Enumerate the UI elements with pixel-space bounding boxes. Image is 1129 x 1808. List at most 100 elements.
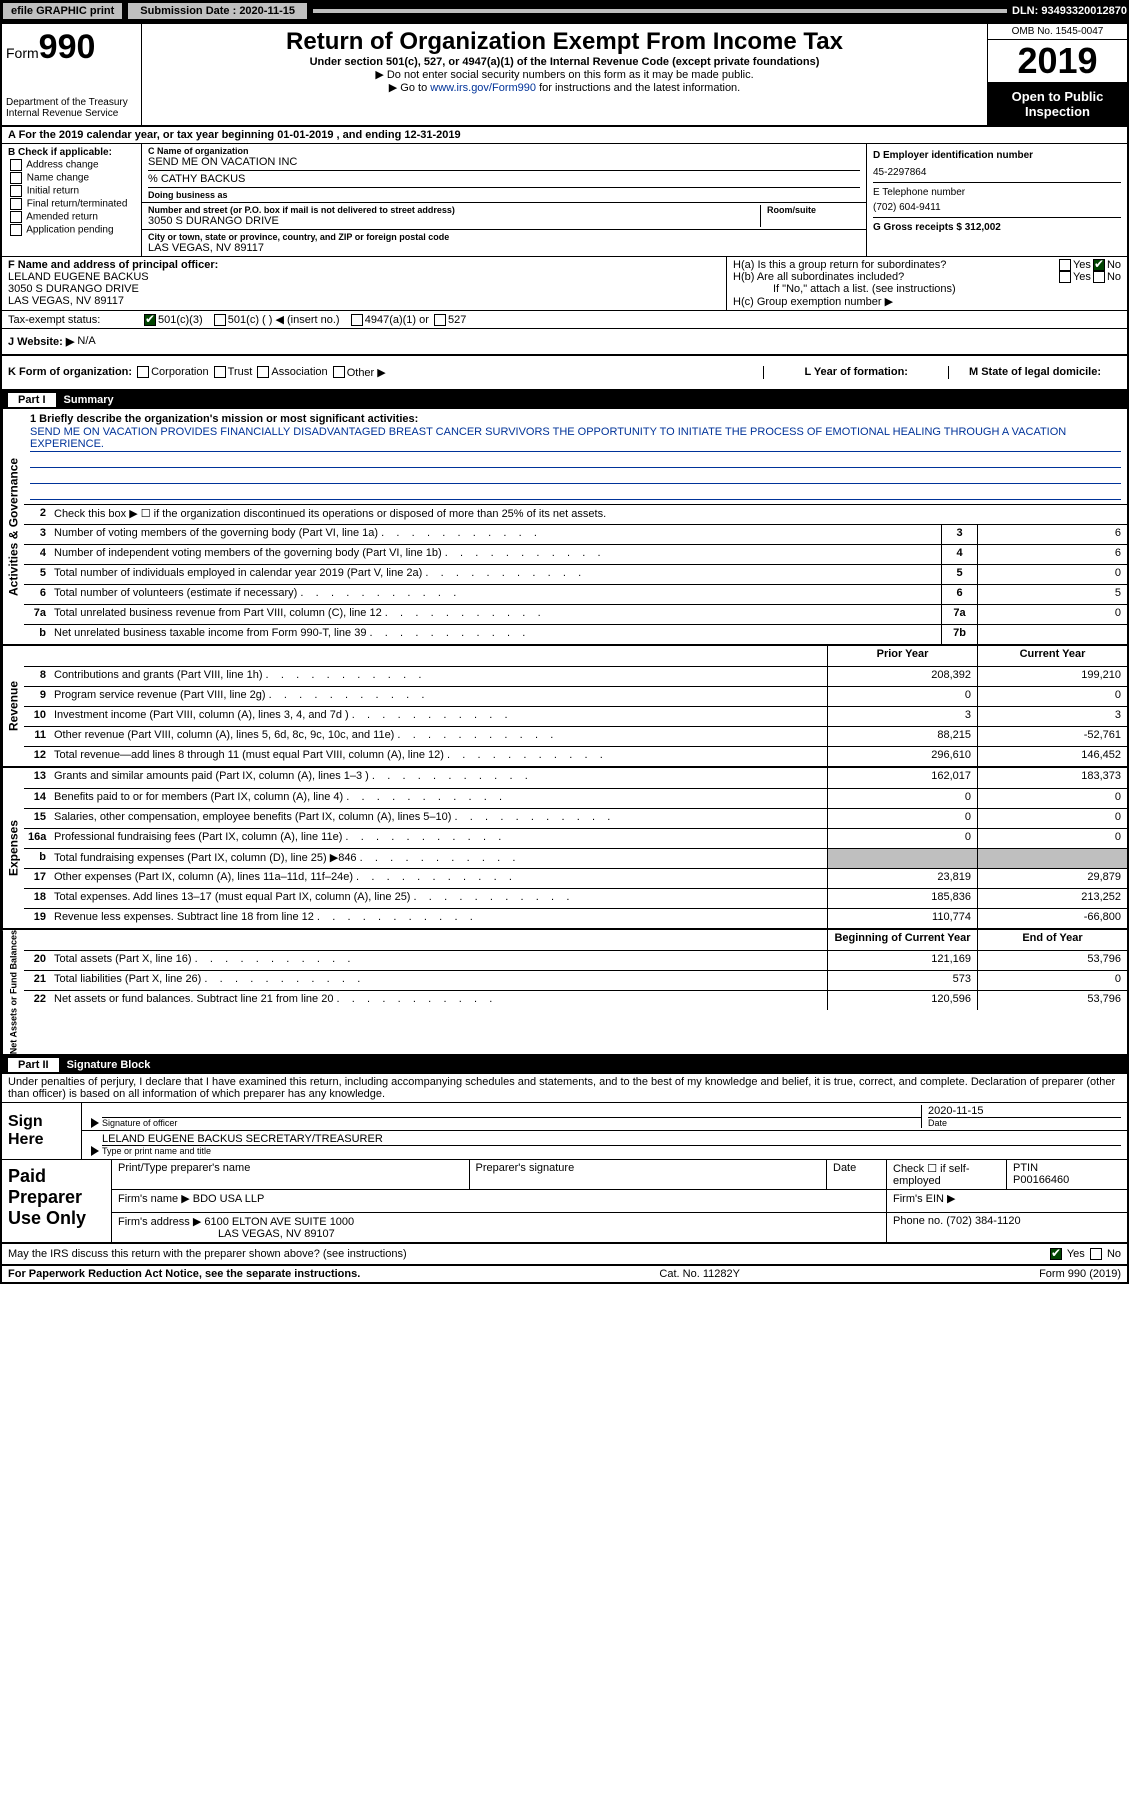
ha-no[interactable] <box>1093 259 1105 271</box>
principal-officer: F Name and address of principal officer:… <box>2 257 727 310</box>
form-word: Form <box>6 45 39 61</box>
firm-ein: Firm's EIN ▶ <box>887 1190 1127 1212</box>
officer-name: LELAND EUGENE BACKUS SECRETARY/TREASURER <box>102 1133 1121 1145</box>
irs-link[interactable]: www.irs.gov/Form990 <box>430 82 536 94</box>
efile-top-bar: efile GRAPHIC print Submission Date : 20… <box>0 0 1129 22</box>
col-b-label: B Check if applicable: <box>8 147 135 158</box>
gross-receipts: G Gross receipts $ 312,002 <box>873 222 1121 233</box>
net-assets-section: Net Assets or Fund Balances Beginning of… <box>2 930 1127 1056</box>
website-row: J Website: ▶ N/A <box>2 329 1127 356</box>
hb-yes[interactable] <box>1059 271 1071 283</box>
year-formation: L Year of formation: <box>763 366 948 379</box>
name-change-checkbox[interactable] <box>10 172 22 184</box>
other-checkbox[interactable] <box>333 366 345 378</box>
part-2-header: Part II Signature Block <box>2 1056 1127 1074</box>
boy-hdr: Beginning of Current Year <box>827 930 977 950</box>
spacer <box>312 8 1008 14</box>
discuss-row: May the IRS discuss this return with the… <box>2 1244 1127 1266</box>
open-public-badge: Open to Public Inspection <box>988 83 1127 125</box>
form-org-row: K Form of organization: Corporation Trus… <box>2 356 1127 391</box>
website-value: N/A <box>77 335 95 348</box>
header-right: OMB No. 1545-0047 2019 Open to Public In… <box>987 24 1127 125</box>
identity-block: B Check if applicable: Address change Na… <box>2 144 1127 257</box>
mission-block: 1 Briefly describe the organization's mi… <box>24 409 1127 504</box>
line-17: 17Other expenses (Part IX, column (A), l… <box>24 868 1127 888</box>
line-10: 10Investment income (Part VIII, column (… <box>24 706 1127 726</box>
ptin-value: P00166460 <box>1013 1174 1121 1186</box>
header-center: Return of Organization Exempt From Incom… <box>142 24 987 125</box>
app-pending-checkbox[interactable] <box>10 224 22 236</box>
line-4: 4Number of independent voting members of… <box>24 544 1127 564</box>
assoc-checkbox[interactable] <box>257 366 269 378</box>
submission-date-badge: Submission Date : 2020-11-15 <box>127 2 308 20</box>
final-return-checkbox[interactable] <box>10 198 22 210</box>
form-title: Return of Organization Exempt From Incom… <box>146 28 983 56</box>
amended-return-checkbox[interactable] <box>10 211 22 223</box>
expenses-section: Expenses 13Grants and similar amounts pa… <box>2 768 1127 930</box>
org-name: SEND ME ON VACATION INC <box>148 156 860 168</box>
line-8: 8Contributions and grants (Part VIII, li… <box>24 666 1127 686</box>
form-number: 990 <box>39 28 96 66</box>
line-15: 15Salaries, other compensation, employee… <box>24 808 1127 828</box>
4947-checkbox[interactable] <box>351 314 363 326</box>
line-19: 19Revenue less expenses. Subtract line 1… <box>24 908 1127 928</box>
efile-badge[interactable]: efile GRAPHIC print <box>2 2 123 20</box>
state-domicile: M State of legal domicile: <box>948 366 1121 379</box>
line-6: 6Total number of volunteers (estimate if… <box>24 584 1127 604</box>
dba-label: Doing business as <box>148 187 860 200</box>
firm-name: BDO USA LLP <box>193 1193 265 1205</box>
line-16a: 16aProfessional fundraising fees (Part I… <box>24 828 1127 848</box>
discuss-no[interactable] <box>1090 1248 1102 1260</box>
initial-return-checkbox[interactable] <box>10 185 22 197</box>
col-d-ein-phone: D Employer identification number 45-2297… <box>867 144 1127 256</box>
discuss-yes[interactable] <box>1050 1248 1062 1260</box>
sign-here-label: Sign Here <box>2 1103 82 1159</box>
paid-preparer-label: Paid Preparer Use Only <box>2 1160 112 1242</box>
line-5: 5Total number of individuals employed in… <box>24 564 1127 584</box>
triangle-icon <box>91 1146 99 1156</box>
dept-label: Department of the Treasury <box>6 97 137 108</box>
trust-checkbox[interactable] <box>214 366 226 378</box>
phone-value: (702) 604-9411 <box>873 202 1121 213</box>
501c3-checkbox[interactable] <box>144 314 156 326</box>
sig-date: 2020-11-15 <box>928 1105 1121 1117</box>
part-1-header: Part I Summary <box>2 391 1127 409</box>
ha-yes[interactable] <box>1059 259 1071 271</box>
revenue-section: Revenue Prior YearCurrent Year 8Contribu… <box>2 646 1127 768</box>
phone-label: E Telephone number <box>873 187 1121 198</box>
addr-change-checkbox[interactable] <box>10 159 22 171</box>
527-checkbox[interactable] <box>434 314 446 326</box>
hb-no[interactable] <box>1093 271 1105 283</box>
corp-checkbox[interactable] <box>137 366 149 378</box>
form-note-1: ▶ Do not enter social security numbers o… <box>146 68 983 81</box>
irs-label: Internal Revenue Service <box>6 108 137 119</box>
form-header: Form990 Department of the Treasury Inter… <box>2 24 1127 127</box>
501c-checkbox[interactable] <box>214 314 226 326</box>
line-2: Check this box ▶ ☐ if the organization d… <box>50 505 1127 524</box>
sign-here-block: Sign Here Signature of officer 2020-11-1… <box>2 1103 1127 1160</box>
col-c-org-info: C Name of organization SEND ME ON VACATI… <box>142 144 867 256</box>
firm-addr1: 6100 ELTON AVE SUITE 1000 <box>204 1216 354 1228</box>
sig-officer-label: Signature of officer <box>102 1117 921 1128</box>
side-net: Net Assets or Fund Balances <box>2 930 24 1054</box>
header-left: Form990 Department of the Treasury Inter… <box>2 24 142 125</box>
firm-addr2: LAS VEGAS, NV 89107 <box>218 1228 335 1240</box>
line-7a: 7aTotal unrelated business revenue from … <box>24 604 1127 624</box>
firm-phone: Phone no. (702) 384-1120 <box>887 1213 1127 1242</box>
group-return: H(a) Is this a group return for subordin… <box>727 257 1127 310</box>
care-of: % CATHY BACKUS <box>148 170 860 185</box>
line-11: 11Other revenue (Part VIII, column (A), … <box>24 726 1127 746</box>
side-activities: Activities & Governance <box>2 409 24 644</box>
city-label: City or town, state or province, country… <box>148 232 860 242</box>
dln-label: DLN: 93493320012870 <box>1012 5 1127 17</box>
form-wrapper: Form990 Department of the Treasury Inter… <box>0 22 1129 1284</box>
tax-year: 2019 <box>988 40 1127 83</box>
mission-text: SEND ME ON VACATION PROVIDES FINANCIALLY… <box>30 425 1121 452</box>
form-subtitle: Under section 501(c), 527, or 4947(a)(1)… <box>146 56 983 68</box>
col-b-checkboxes: B Check if applicable: Address change Na… <box>2 144 142 256</box>
side-revenue: Revenue <box>2 646 24 766</box>
triangle-icon <box>91 1118 99 1128</box>
room-label: Room/suite <box>767 205 860 215</box>
org-name-label: C Name of organization <box>148 146 860 156</box>
line-18: 18Total expenses. Add lines 13–17 (must … <box>24 888 1127 908</box>
